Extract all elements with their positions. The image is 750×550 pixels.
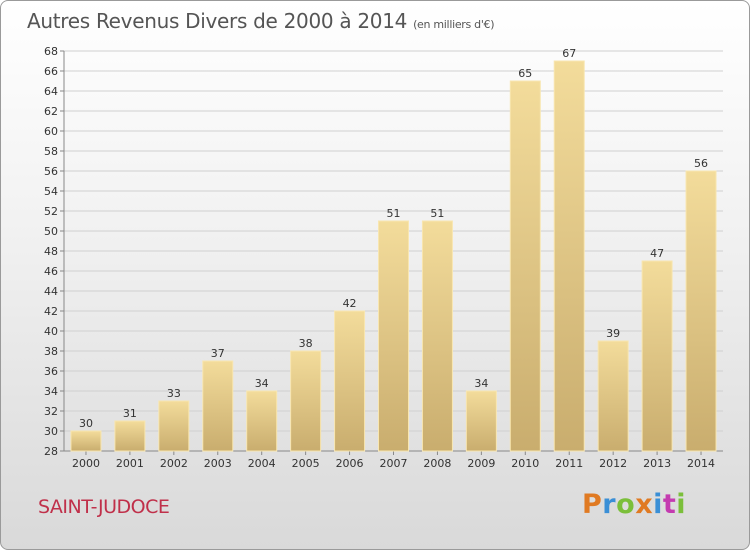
bar (465, 390, 497, 452)
bar (509, 80, 541, 452)
logo-letter: i (653, 489, 663, 520)
value-label: 38 (299, 337, 313, 350)
x-tick-label: 2002 (160, 457, 188, 470)
y-tick-label: 28 (44, 445, 58, 458)
bar (246, 390, 278, 452)
y-tick-label: 68 (44, 45, 58, 58)
x-tick-label: 2003 (204, 457, 232, 470)
chart-title-text: Autres Revenus Divers de 2000 à 2014 (27, 9, 408, 33)
y-tick-label: 56 (44, 165, 58, 178)
bar (685, 170, 717, 452)
y-tick-label: 64 (44, 85, 58, 98)
logo-letter: x (635, 489, 654, 520)
bar (158, 400, 190, 452)
x-tick-label: 2008 (423, 457, 451, 470)
value-label: 34 (255, 377, 269, 390)
bar (421, 220, 453, 452)
bar (202, 360, 234, 452)
y-tick-label: 60 (44, 125, 58, 138)
x-tick-label: 2000 (72, 457, 100, 470)
value-label: 51 (430, 207, 444, 220)
value-label: 30 (79, 417, 93, 430)
x-tick-label: 2010 (511, 457, 539, 470)
commune-name: SAINT-JUDOCE (38, 496, 170, 518)
x-tick-label: 2001 (116, 457, 144, 470)
bar (641, 260, 673, 452)
bar (378, 220, 409, 452)
value-label: 51 (387, 207, 401, 220)
y-tick-label: 62 (44, 105, 58, 118)
y-tick-label: 40 (44, 325, 58, 338)
bar (114, 420, 146, 452)
y-tick-label: 46 (44, 265, 58, 278)
value-label: 34 (474, 377, 488, 390)
y-tick-label: 52 (44, 205, 58, 218)
proxiti-logo: Proxiti (582, 489, 686, 520)
value-label: 47 (650, 247, 664, 260)
y-tick-label: 36 (44, 365, 58, 378)
y-tick-label: 48 (44, 245, 58, 258)
x-tick-label: 2013 (643, 457, 671, 470)
bar (70, 430, 102, 452)
logo-letter: o (616, 489, 636, 520)
y-tick-label: 42 (44, 305, 58, 318)
y-tick-label: 38 (44, 345, 58, 358)
y-tick-label: 32 (44, 405, 58, 418)
logo-letter: i (676, 489, 687, 520)
y-tick-label: 54 (44, 185, 58, 198)
x-tick-label: 2012 (599, 457, 627, 470)
value-label: 39 (606, 327, 620, 340)
x-tick-label: 2006 (336, 457, 364, 470)
value-label: 56 (694, 157, 708, 170)
y-tick-label: 50 (44, 225, 58, 238)
x-tick-label: 2005 (292, 457, 320, 470)
y-tick-label: 44 (44, 285, 58, 298)
value-label: 65 (518, 67, 532, 80)
x-tick-label: 2007 (380, 457, 408, 470)
bar (334, 310, 366, 452)
value-label: 42 (343, 297, 357, 310)
value-label: 67 (562, 47, 576, 60)
logo-letter: t (662, 489, 677, 520)
chart-unit: (en milliers d'€) (413, 18, 495, 31)
bars (70, 60, 717, 452)
logo-letter: r (602, 489, 617, 520)
bar (553, 60, 585, 452)
x-tick-label: 2014 (687, 457, 715, 470)
labels: 28 30 32 34 36 38 40 42 44 46 48 50 52 54 56 58 60 62 64 66… (44, 45, 715, 470)
y-tick-label: 34 (44, 385, 58, 398)
bar-chart: 28 30 32 34 36 38 40 42 44 46 48 50 52 54 56 58 60 62 64 66… (44, 45, 723, 470)
x-tick-label: 2011 (555, 457, 583, 470)
value-label: 31 (123, 407, 137, 420)
bar (290, 350, 322, 452)
x-tick-label: 2009 (467, 457, 495, 470)
x-tick-label: 2004 (248, 457, 276, 470)
chart-title: Autres Revenus Divers de 2000 à 2014 (en … (27, 9, 495, 33)
y-tick-label: 66 (44, 65, 58, 78)
bar (597, 340, 629, 452)
value-label: 37 (211, 347, 225, 360)
logo-letter: P (582, 489, 603, 520)
y-tick-label: 30 (44, 425, 58, 438)
y-tick-label: 58 (44, 145, 58, 158)
value-label: 33 (167, 387, 181, 400)
